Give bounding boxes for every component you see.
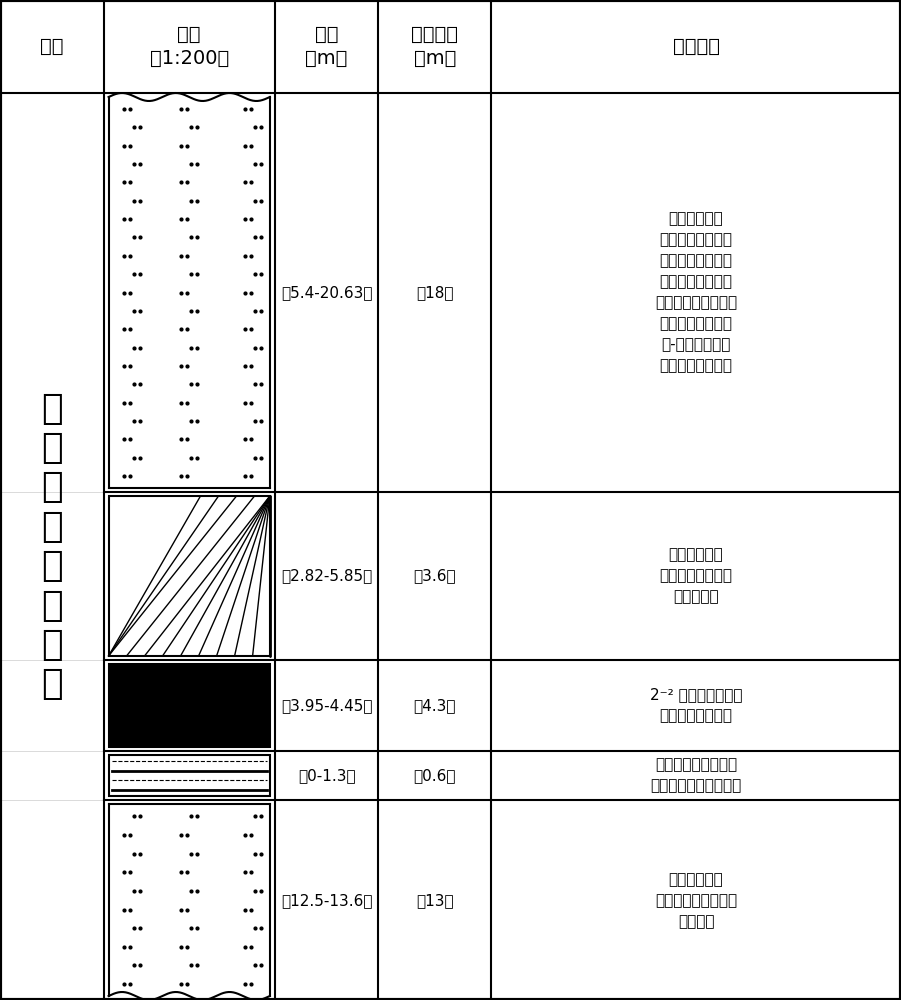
- Text: 灰色，具有小
型交错层理，含白
云母碎片。: 灰色，具有小 型交错层理，含白 云母碎片。: [660, 547, 733, 604]
- Text: 厕度
（m）: 厕度 （m）: [305, 25, 348, 68]
- Text: 时代: 时代: [40, 37, 64, 56]
- Bar: [109, 97, 269, 488]
- Text: 平均厕度
（m）: 平均厕度 （m）: [411, 25, 459, 68]
- Text: 炭质泥岩，灰黑色，
薄层状，具块状层理。: 炭质泥岩，灰黑色， 薄层状，具块状层理。: [651, 758, 742, 794]
- Text: （13）: （13）: [416, 893, 453, 908]
- Text: 岩性描述: 岩性描述: [672, 37, 720, 56]
- Text: （12.5-13.6）: （12.5-13.6）: [281, 893, 372, 908]
- Text: （3.6）: （3.6）: [414, 568, 456, 583]
- Text: （18）: （18）: [416, 285, 453, 300]
- Text: （0-1.3）: （0-1.3）: [298, 768, 355, 783]
- Text: （2.82-5.85）: （2.82-5.85）: [281, 568, 372, 583]
- Text: （3.95-4.45）: （3.95-4.45）: [281, 698, 372, 713]
- Bar: [109, 804, 269, 996]
- Bar: [109, 664, 269, 747]
- Text: （5.4-20.63）: （5.4-20.63）: [281, 285, 372, 300]
- Text: 柱状
（1:200）: 柱状 （1:200）: [150, 25, 229, 68]
- Text: 2⁻² 煤，黑色，半亮
型煤，结构简单。: 2⁻² 煤，黑色，半亮 型煤，结构简单。: [650, 687, 742, 723]
- Text: 佟
罗
纪
中
统
延
安
组: 佟 罗 纪 中 统 延 安 组: [41, 392, 63, 701]
- Text: 浅灰色、浅白
色细粒石英砂岩，
柱状结构，完整性
中等。局部细粒长
石砂岩，含白云母，
波状层理。分选性
差-中等，次棱角
状，泥钓质胶结。: 浅灰色、浅白 色细粒石英砂岩， 柱状结构，完整性 中等。局部细粒长 石砂岩，含白…: [655, 212, 737, 374]
- Text: （4.3）: （4.3）: [414, 698, 456, 713]
- Text: （0.6）: （0.6）: [414, 768, 456, 783]
- Bar: [109, 755, 269, 796]
- Text: 粉砂岩，灰黑
色，具块状层理及水
平层理。: 粉砂岩，灰黑 色，具块状层理及水 平层理。: [655, 872, 737, 929]
- Bar: [109, 496, 269, 656]
